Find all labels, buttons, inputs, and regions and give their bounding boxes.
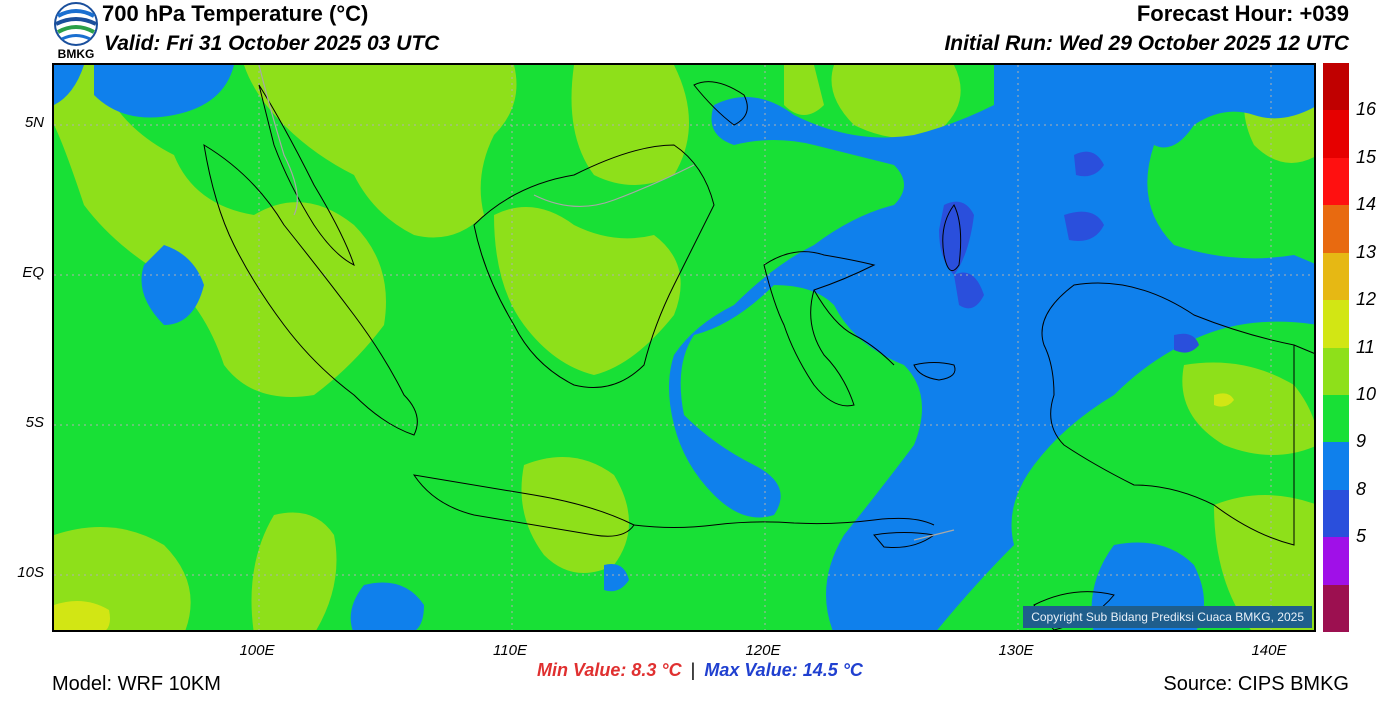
lat-label-eq: EQ [22,264,44,281]
color-scale-segment [1323,394,1349,443]
lon-label-140e: 140E [1251,642,1287,659]
color-scale-segment [1323,300,1349,348]
color-scale-segment [1323,63,1349,111]
map-title: 700 hPa Temperature (°C) [102,1,369,26]
color-scale-segment [1323,252,1349,301]
color-scale-segment [1323,489,1349,538]
min-max-values: Min Value: 8.3 °C | Max Value: 14.5 °C [0,660,1400,681]
lon-label-100e: 100E [239,642,275,659]
valid-time: Valid: Fri 31 October 2025 03 UTC [104,32,440,55]
max-value: Max Value: 14.5 °C [704,660,863,680]
color-scale-label: 11 [1356,336,1375,357]
lat-label-5n: 5N [24,114,44,131]
color-scale-segment [1323,110,1349,159]
color-scale-label: 10 [1356,383,1377,404]
color-scale-segment [1323,584,1349,633]
value-separator: | [690,660,696,680]
lon-label-130e: 130E [998,642,1034,659]
min-value: Min Value: 8.3 °C [537,660,682,680]
color-scale-label: 16 [1356,99,1377,120]
color-scale-segment [1323,205,1349,254]
color-scale-label: 8 [1356,478,1367,499]
color-scale-label: 12 [1356,289,1377,310]
color-scale-bar [1323,63,1349,633]
temperature-map: Copyright Sub Bidang Prediksi Cuaca BMKG… [52,63,1316,632]
color-scale-label: 9 [1356,431,1367,452]
color-scale-segment [1323,157,1349,206]
lat-label-10s: 10S [17,564,44,581]
forecast-hour: Forecast Hour: +039 [1136,1,1349,26]
model-name: Model: WRF 10KM [52,673,221,695]
color-scale-segment [1323,347,1349,396]
copyright-notice: Copyright Sub Bidang Prediksi Cuaca BMKG… [1023,606,1312,628]
lon-label-110e: 110E [493,642,527,659]
lat-label-5s: 5S [25,414,44,431]
color-scale-label: 14 [1356,194,1377,215]
logo-text: BMKG [57,47,95,61]
lon-label-120e: 120E [745,642,781,659]
color-scale-segment [1323,537,1349,586]
color-scale-label: 13 [1356,241,1377,262]
temperature-field [54,65,1314,630]
color-scale-label: 15 [1356,146,1377,167]
data-source: Source: CIPS BMKG [1163,673,1349,695]
bmkg-logo: BMKG [52,2,100,61]
initial-run: Initial Run: Wed 29 October 2025 12 UTC [944,32,1349,55]
color-scale-segment [1323,442,1349,491]
color-scale-label: 5 [1356,526,1367,547]
